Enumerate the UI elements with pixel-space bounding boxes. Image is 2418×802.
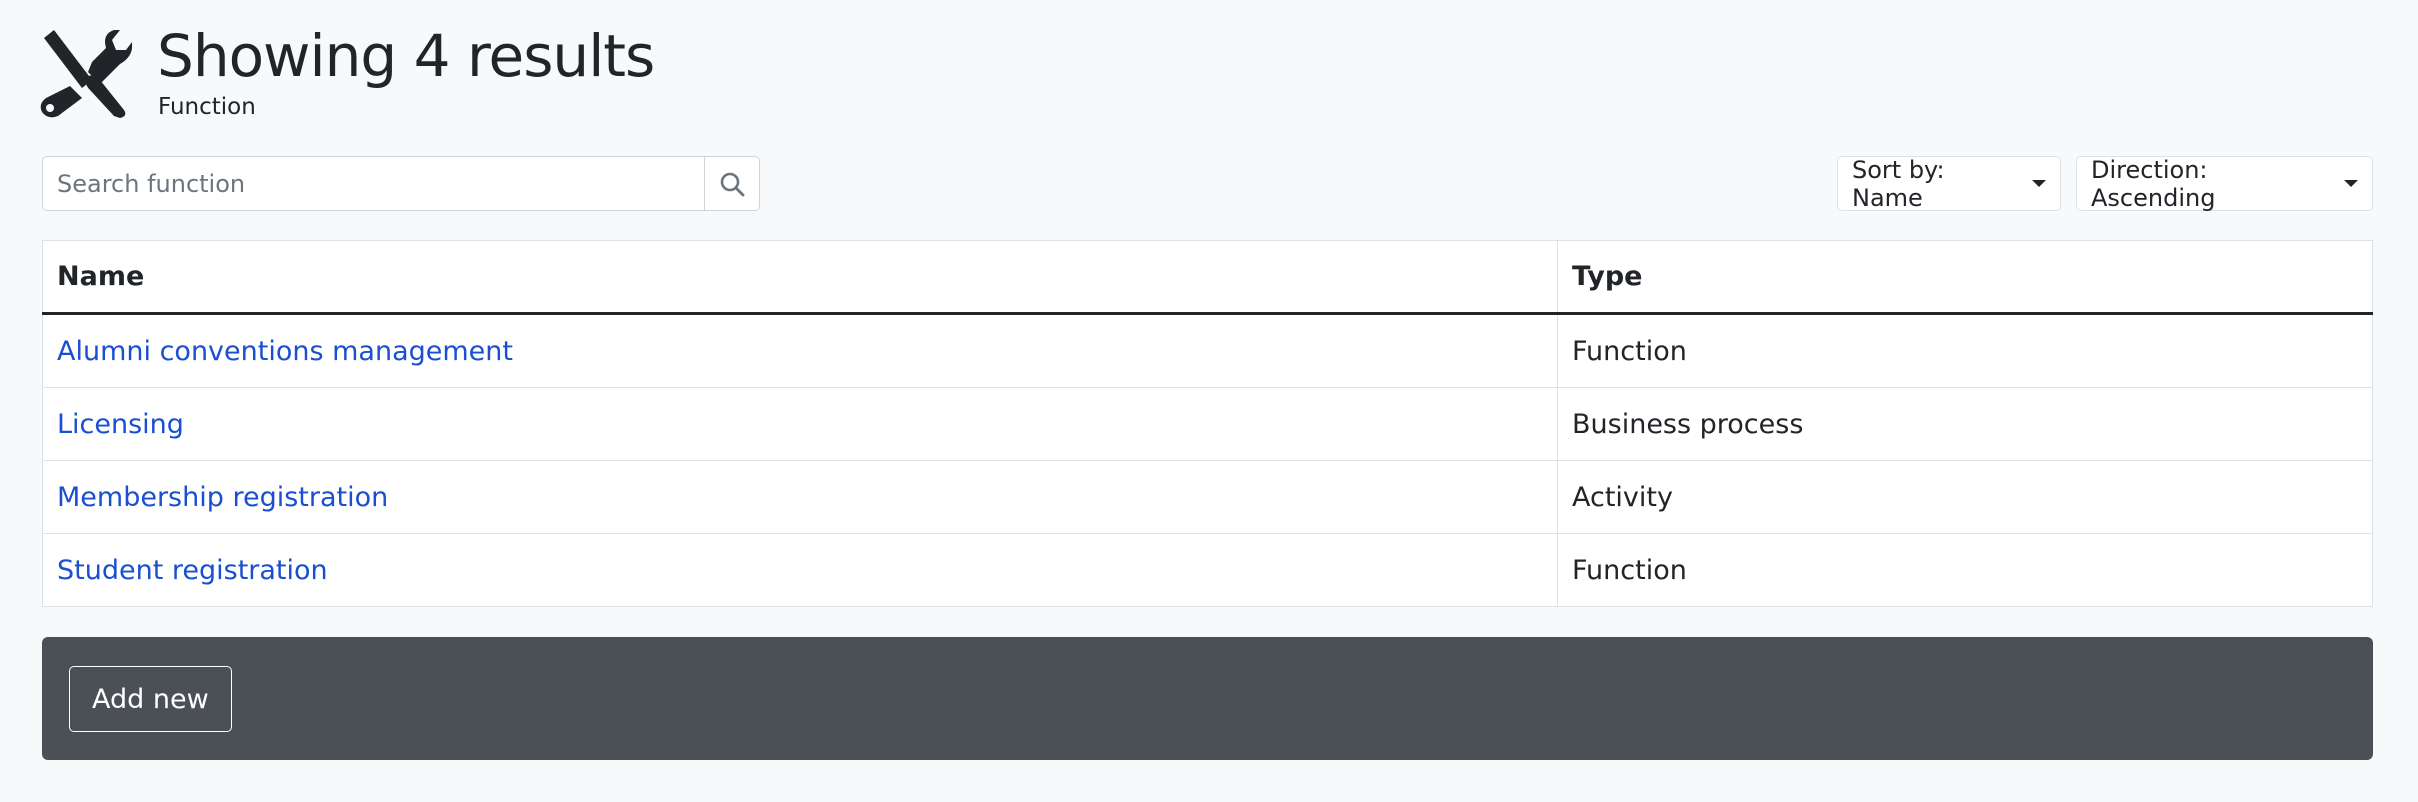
type-cell: Function <box>1557 533 2373 607</box>
name-cell: Student registration <box>42 533 1558 607</box>
column-header-type[interactable]: Type <box>1557 240 2373 315</box>
table-row: Alumni conventions management Function <box>42 313 2373 388</box>
table-row: Student registration Function <box>42 533 2373 607</box>
table-row: Licensing Business process <box>42 387 2373 461</box>
row-link[interactable]: Alumni conventions management <box>57 335 513 367</box>
row-link[interactable]: Student registration <box>57 554 328 586</box>
sort-by-label: Sort by: Name <box>1852 155 1945 212</box>
name-cell: Licensing <box>42 387 1558 461</box>
name-cell: Alumni conventions management <box>42 313 1558 388</box>
column-header-name[interactable]: Name <box>42 240 1558 315</box>
direction-dropdown[interactable]: Direction: Ascending <box>2076 155 2373 212</box>
page-title: Showing 4 results <box>157 22 655 90</box>
search-icon <box>720 172 745 196</box>
row-link[interactable]: Membership registration <box>57 481 389 513</box>
row-link[interactable]: Licensing <box>57 408 184 440</box>
page-subtitle: Function <box>158 94 256 120</box>
type-cell: Activity <box>1557 460 2373 534</box>
search-button[interactable] <box>704 157 759 210</box>
search-input[interactable] <box>43 157 704 210</box>
add-new-button[interactable]: Add new <box>69 666 232 732</box>
table-row: Membership registration Activity <box>42 460 2373 534</box>
type-cell: Function <box>1557 313 2373 388</box>
actions-footer: Add new <box>42 637 2373 760</box>
caret-down-icon <box>2032 180 2046 187</box>
search-group <box>42 156 760 211</box>
results-table: Name Type Alumni conventions management … <box>42 240 2373 607</box>
sort-by-dropdown[interactable]: Sort by: Name <box>1837 155 2061 212</box>
tools-icon <box>40 30 132 118</box>
table-header-row: Name Type <box>42 240 2373 315</box>
direction-label: Direction: Ascending <box>2091 155 2216 212</box>
type-cell: Business process <box>1557 387 2373 461</box>
name-cell: Membership registration <box>42 460 1558 534</box>
caret-down-icon <box>2344 180 2358 187</box>
